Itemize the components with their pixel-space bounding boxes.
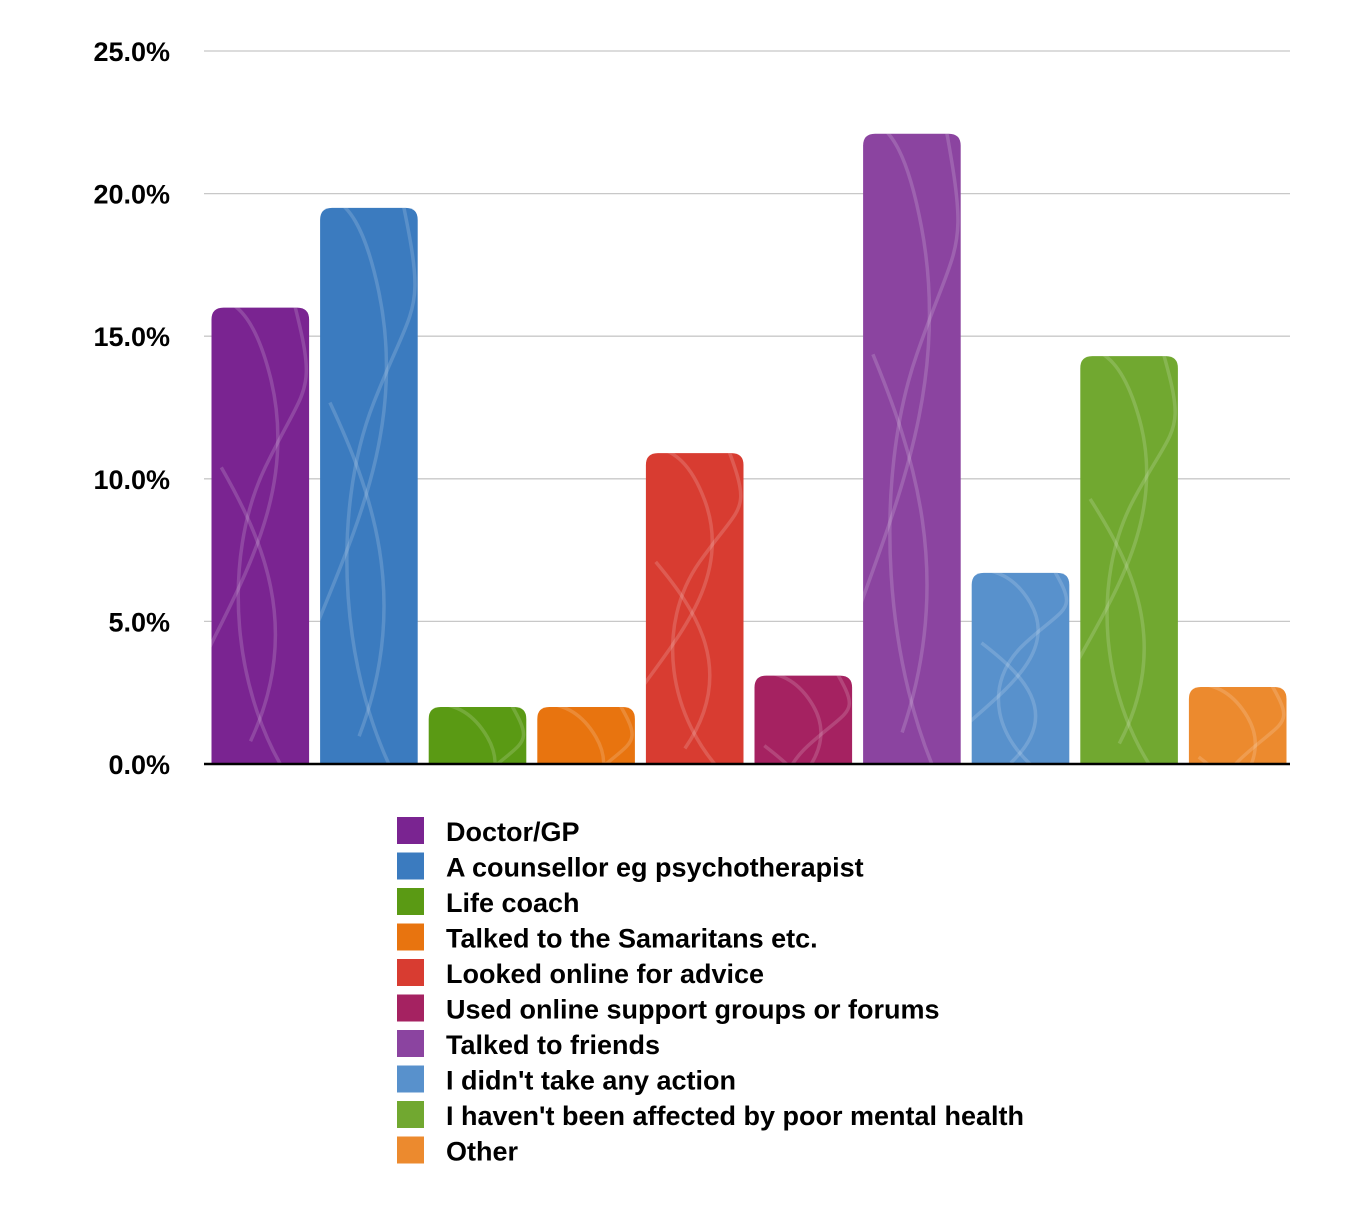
bar-texture-stroke [219, 466, 278, 742]
bar [863, 133, 961, 764]
bar [971, 572, 1070, 764]
bar-group [428, 706, 527, 764]
bar-texture-stroke [670, 453, 743, 764]
legend-label: Doctor/GP [446, 817, 580, 847]
legend-swatch [397, 923, 424, 951]
bar-group [863, 133, 961, 764]
bar-texture-stroke [345, 207, 417, 765]
bar-texture-stroke [645, 453, 715, 697]
legend-swatch [397, 994, 424, 1022]
bar-group [537, 706, 635, 764]
bar-texture-stroke [888, 133, 960, 764]
legend-swatch [397, 817, 424, 844]
legend-item: Talked to the Samaritans etc. [397, 923, 818, 954]
bar-texture-stroke [1213, 686, 1286, 764]
bar-group [971, 572, 1070, 764]
bar-texture [320, 207, 417, 765]
bar [211, 307, 310, 764]
y-axis: 0.0% 5.0% 10.0% 15.0% 20.0% 25.0% [93, 37, 1290, 780]
y-tick-label: 25.0% [93, 37, 170, 67]
legend-label: A counsellor eg psychotherapist [446, 853, 864, 883]
bar [537, 706, 635, 764]
bar [1080, 356, 1178, 764]
y-tick-label: 10.0% [93, 465, 170, 495]
bar-texture-stroke [211, 307, 280, 665]
bar-texture [971, 572, 1069, 764]
bar-texture-stroke [1188, 686, 1257, 764]
legend-swatch [397, 888, 424, 915]
bar-texture-stroke [1197, 755, 1255, 764]
legend-label: Talked to the Samaritans etc. [446, 924, 818, 954]
legend-label: Talked to friends [446, 1030, 660, 1060]
legend-swatch [397, 959, 424, 986]
bar-texture [211, 307, 309, 764]
bar-texture-stroke [654, 560, 712, 750]
legend-item: Used online support groups or forums [397, 994, 940, 1025]
legend-swatch [397, 1101, 424, 1128]
bar-group [754, 675, 853, 764]
bars [211, 133, 1287, 765]
bar-texture-stroke [980, 641, 1038, 764]
bar-texture-stroke [453, 706, 526, 764]
bar-texture-stroke [1105, 356, 1177, 764]
legend-item: Life coach [397, 888, 580, 918]
legend-label: I haven't been affected by poor mental h… [446, 1101, 1024, 1131]
y-tick-label: 0.0% [108, 750, 170, 780]
bar [320, 207, 418, 765]
bar-texture [1188, 686, 1286, 764]
bar-texture-stroke [320, 207, 389, 643]
bar [754, 675, 853, 764]
bar-group [320, 207, 418, 765]
y-tick-label: 15.0% [93, 322, 170, 352]
bar-texture [537, 706, 634, 764]
bar-texture [863, 133, 960, 764]
legend-label: Other [446, 1137, 519, 1167]
legend-swatch [397, 1030, 424, 1057]
bar [1188, 686, 1287, 764]
legend-label: Looked online for advice [446, 959, 764, 989]
bar-texture-stroke [779, 675, 851, 764]
bar-texture-stroke [754, 675, 823, 764]
bar-texture-stroke [871, 353, 929, 734]
y-tick-label: 5.0% [108, 607, 170, 637]
bar-texture [645, 453, 743, 764]
legend-item: I haven't been affected by poor mental h… [397, 1101, 1024, 1131]
bar-group [211, 307, 310, 764]
bar-texture [754, 675, 851, 764]
legend-label: I didn't take any action [446, 1066, 736, 1096]
bar-texture-stroke [562, 706, 634, 764]
legend-item: Looked online for advice [397, 959, 764, 989]
y-tick-label: 20.0% [93, 180, 170, 210]
bar [645, 453, 744, 764]
bar-group [1080, 356, 1178, 764]
bar-texture-stroke [863, 133, 932, 626]
bar-group [645, 453, 744, 764]
bar-texture-stroke [1088, 497, 1146, 745]
legend-swatch [397, 1065, 424, 1093]
bar-texture-stroke [236, 307, 309, 764]
legend-swatch [397, 852, 424, 880]
legend-label: Used online support groups or forums [446, 995, 940, 1025]
bar-texture-stroke [328, 401, 386, 737]
legend-item: A counsellor eg psychotherapist [397, 852, 864, 883]
legend-item: I didn't take any action [397, 1065, 736, 1096]
bar-texture-stroke [1080, 356, 1149, 676]
bar-texture-stroke [428, 706, 497, 764]
legend-item: Talked to friends [397, 1030, 660, 1060]
bar-group [1188, 686, 1287, 764]
legend-label: Life coach [446, 888, 580, 918]
bar-texture-stroke [537, 706, 606, 764]
bar [428, 706, 527, 764]
legend: Doctor/GP A counsellor eg psychotherapist… [397, 817, 1024, 1167]
legend-item: Doctor/GP [397, 817, 580, 847]
bar-texture [1080, 356, 1177, 764]
legend-swatch [397, 1136, 424, 1164]
bar-texture [428, 706, 526, 764]
bar-texture-stroke [763, 744, 821, 764]
bar-texture-stroke [996, 572, 1069, 764]
bar-texture-stroke [971, 572, 1040, 731]
legend-item: Other [397, 1136, 519, 1167]
